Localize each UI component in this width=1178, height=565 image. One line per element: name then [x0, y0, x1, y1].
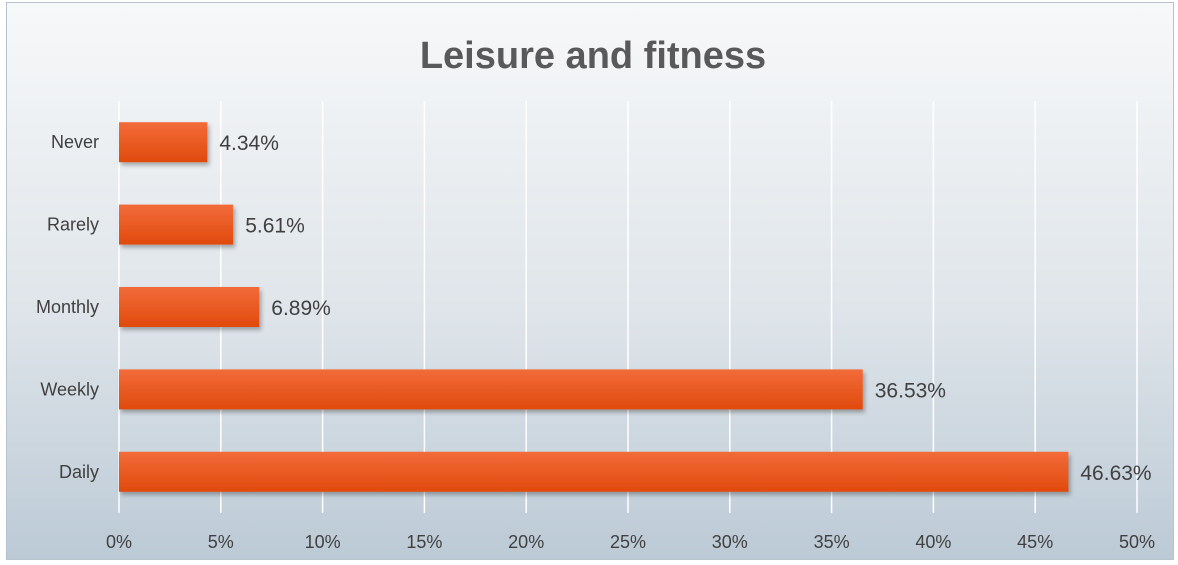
x-tick-label: 0%: [106, 532, 132, 552]
x-tick-label: 30%: [712, 532, 748, 552]
bar: [119, 451, 1069, 492]
x-tick-label: 25%: [610, 532, 646, 552]
bar: [119, 122, 208, 163]
bar-chart: Leisure and fitness 0% 5% 10% 15% 20% 25% 30% 3…: [36, 35, 1155, 552]
bars: [119, 122, 1069, 492]
data-label: 6.89%: [271, 297, 331, 320]
chart-title: Leisure and fitness: [420, 35, 766, 77]
x-axis: 0% 5% 10% 15% 20% 25% 30% 35% 40% 45% 50%: [106, 532, 1155, 552]
bar: [119, 369, 863, 410]
x-tick-label: 10%: [305, 532, 341, 552]
data-label: 36.53%: [875, 379, 946, 402]
bar: [119, 204, 234, 245]
category-label: Rarely: [47, 215, 99, 235]
data-label: 5.61%: [245, 215, 305, 238]
x-tick-label: 35%: [814, 532, 850, 552]
x-tick-label: 50%: [1119, 532, 1155, 552]
y-axis-categories: Never Rarely Monthly Weekly Daily: [36, 132, 99, 482]
bar: [119, 287, 260, 327]
x-tick-label: 20%: [508, 532, 544, 552]
x-tick-label: 5%: [208, 532, 234, 552]
category-label: Daily: [59, 462, 99, 482]
data-label: 46.63%: [1080, 462, 1151, 485]
data-label: 4.34%: [219, 132, 279, 155]
category-label: Never: [51, 132, 99, 152]
category-label: Weekly: [40, 379, 99, 399]
x-tick-label: 45%: [1017, 532, 1053, 552]
data-labels: 4.34% 5.61% 6.89% 36.53% 46.63%: [219, 132, 1151, 485]
x-tick-label: 15%: [406, 532, 442, 552]
gridlines: [118, 101, 1138, 513]
category-label: Monthly: [36, 297, 99, 317]
x-tick-label: 40%: [915, 532, 951, 552]
chart-frame: Leisure and fitness 0% 5% 10% 15% 20% 25% 30% 3…: [6, 2, 1174, 560]
